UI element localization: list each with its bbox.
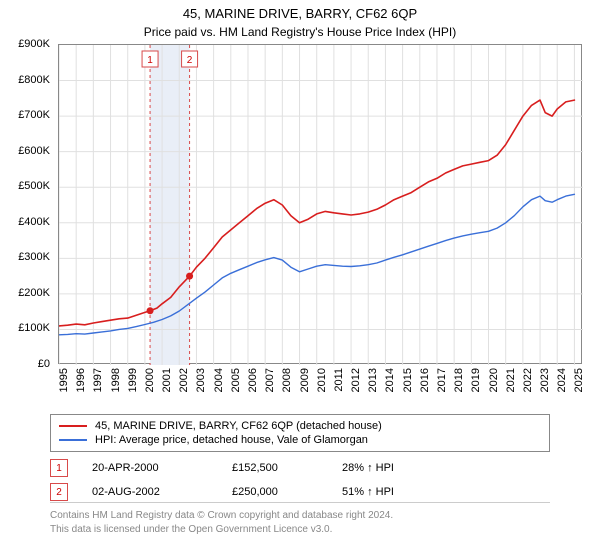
x-tick-label: 2019 — [470, 368, 482, 392]
legend-item: 45, MARINE DRIVE, BARRY, CF62 6QP (detac… — [59, 419, 541, 433]
x-tick-label: 2002 — [178, 368, 190, 392]
chart-svg: 12 — [59, 45, 583, 365]
x-tick-label: 2017 — [436, 368, 448, 392]
sale-date: 20-APR-2000 — [92, 462, 232, 474]
sales-table: 1 20-APR-2000£152,50028% ↑ HPI 2 02-AUG-200… — [50, 456, 550, 504]
y-tick-label: £800K — [18, 74, 50, 86]
x-tick-label: 2018 — [453, 368, 465, 392]
x-tick-label: 2008 — [281, 368, 293, 392]
x-tick-label: 2005 — [230, 368, 242, 392]
sale-delta: 51% ↑ HPI — [342, 486, 550, 498]
x-tick-label: 2011 — [333, 368, 345, 392]
sale-badge: 2 — [50, 483, 68, 501]
svg-text:1: 1 — [147, 55, 153, 66]
y-tick-label: £500K — [18, 180, 50, 192]
x-tick-label: 2020 — [488, 368, 500, 392]
sale-row: 1 20-APR-2000£152,50028% ↑ HPI — [50, 456, 550, 480]
y-tick-label: £700K — [18, 109, 50, 121]
legend-label: 45, MARINE DRIVE, BARRY, CF62 6QP (detac… — [95, 420, 382, 432]
x-tick-label: 2016 — [419, 368, 431, 392]
y-tick-label: £200K — [18, 287, 50, 299]
x-tick-label: 2023 — [539, 368, 551, 392]
sale-marker-badge: 1 — [142, 51, 158, 67]
x-tick-label: 2012 — [350, 368, 362, 392]
footnote-line: Contains HM Land Registry data © Crown c… — [50, 509, 550, 523]
y-tick-label: £400K — [18, 216, 50, 228]
legend: 45, MARINE DRIVE, BARRY, CF62 6QP (detac… — [50, 414, 550, 452]
y-tick-label: £300K — [18, 251, 50, 263]
x-tick-label: 1997 — [92, 368, 104, 392]
legend-label: HPI: Average price, detached house, Vale… — [95, 434, 368, 446]
footnote-line: This data is licensed under the Open Gov… — [50, 523, 550, 537]
x-tick-label: 2013 — [367, 368, 379, 392]
legend-item: HPI: Average price, detached house, Vale… — [59, 433, 541, 447]
x-tick-label: 2000 — [144, 368, 156, 392]
x-axis: 1995 1996 1997 1998 1999 2000 2001 2002 2003 2004… — [58, 366, 582, 416]
x-tick-label: 2006 — [247, 368, 259, 392]
x-tick-label: 2022 — [522, 368, 534, 392]
page-subtitle: Price paid vs. HM Land Registry's House … — [0, 21, 600, 45]
x-tick-label: 1995 — [58, 368, 70, 392]
x-tick-label: 1996 — [75, 368, 87, 392]
x-tick-label: 2007 — [264, 368, 276, 392]
legend-swatch — [59, 425, 87, 427]
sale-badge: 1 — [50, 459, 68, 477]
sale-delta: 28% ↑ HPI — [342, 462, 550, 474]
sale-row: 2 02-AUG-2002£250,00051% ↑ HPI — [50, 480, 550, 504]
x-tick-label: 2003 — [195, 368, 207, 392]
y-tick-label: £900K — [18, 38, 50, 50]
x-tick-label: 1999 — [127, 368, 139, 392]
sale-marker-badge: 2 — [182, 51, 198, 67]
sale-date: 02-AUG-2002 — [92, 486, 232, 498]
svg-text:2: 2 — [187, 55, 193, 66]
legend-swatch — [59, 439, 87, 441]
sale-price: £152,500 — [232, 462, 342, 474]
chart-area: 12 — [58, 44, 582, 364]
y-axis: £0£100K£200K£300K£400K£500K£600K£700K£80… — [0, 44, 54, 364]
footnote: Contains HM Land Registry data © Crown c… — [50, 502, 550, 536]
y-tick-label: £100K — [18, 322, 50, 334]
x-tick-label: 2024 — [556, 368, 568, 392]
y-tick-label: £600K — [18, 145, 50, 157]
y-tick-label: £0 — [38, 358, 50, 370]
x-tick-label: 2021 — [505, 368, 517, 392]
x-tick-label: 2001 — [161, 368, 173, 392]
sale-price: £250,000 — [232, 486, 342, 498]
x-tick-label: 2025 — [573, 368, 585, 392]
page: 45, MARINE DRIVE, BARRY, CF62 6QP Price … — [0, 0, 600, 560]
x-tick-label: 2015 — [402, 368, 414, 392]
page-title: 45, MARINE DRIVE, BARRY, CF62 6QP — [0, 0, 600, 21]
x-tick-label: 2014 — [384, 368, 396, 392]
x-tick-label: 1998 — [110, 368, 122, 392]
x-tick-label: 2010 — [316, 368, 328, 392]
x-tick-label: 2009 — [299, 368, 311, 392]
x-tick-label: 2004 — [213, 368, 225, 392]
